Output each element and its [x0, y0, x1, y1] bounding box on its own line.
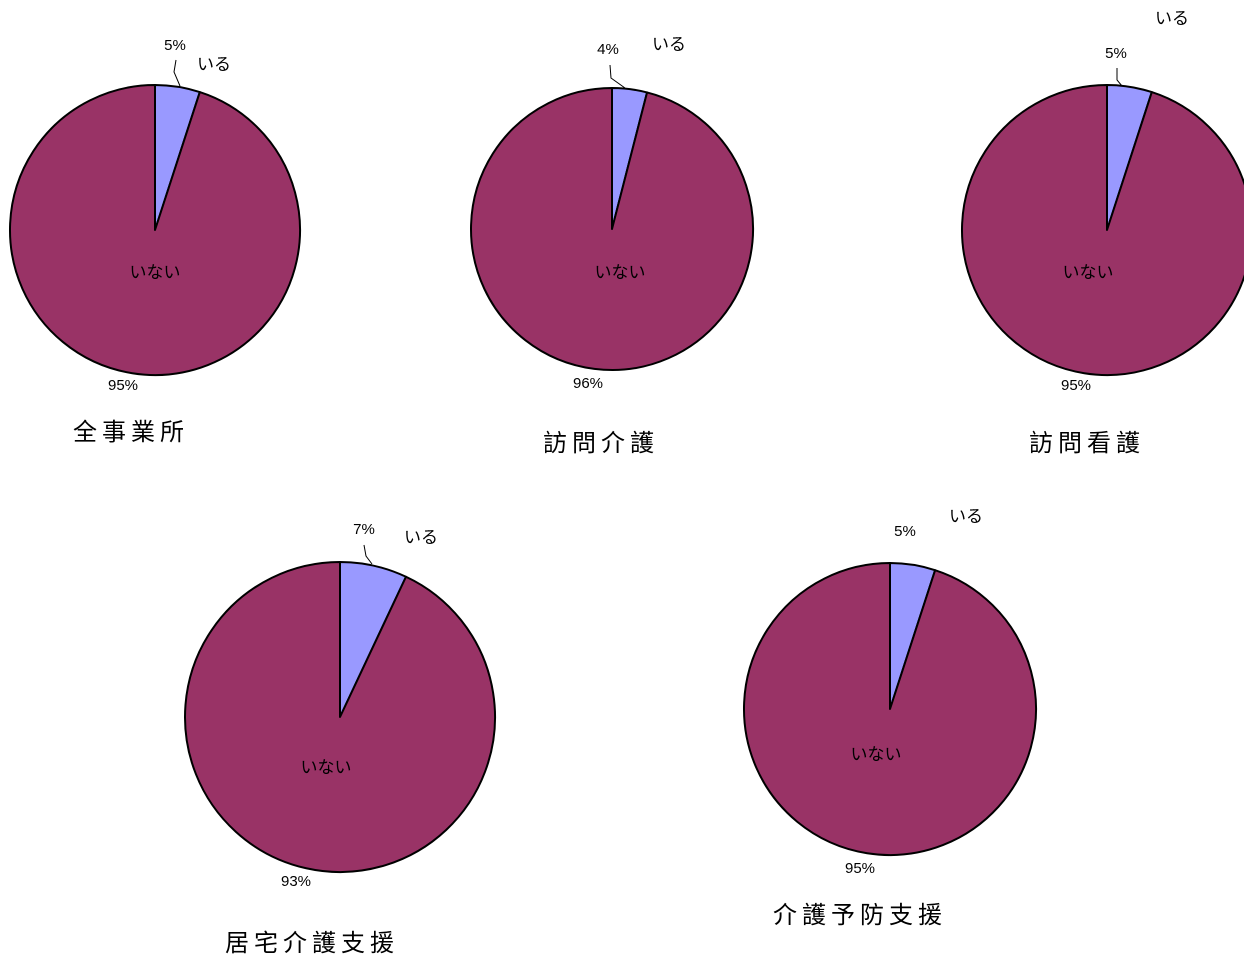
small-slice-category-label: いる [1155, 9, 1189, 29]
chart-title: 全事業所 [73, 418, 189, 446]
large-slice-percent-label: 95% [845, 860, 875, 877]
large-slice-category-label: いない [1063, 263, 1114, 283]
large-slice-percent-label: 95% [1061, 377, 1091, 394]
leader-line [173, 59, 181, 87]
small-slice-category-label: いる [949, 507, 983, 527]
large-slice-category-label: いない [130, 263, 181, 283]
small-slice-percent-label: 5% [894, 523, 916, 540]
large-slice-category-label: いない [595, 263, 646, 283]
leader-line [363, 544, 373, 565]
small-slice-category-label: いる [404, 528, 438, 548]
large-slice-percent-label: 96% [573, 375, 603, 392]
small-slice-category-label: いる [197, 55, 231, 75]
small-slice-percent-label: 5% [1105, 45, 1127, 62]
large-slice-category-label: いない [301, 758, 352, 778]
small-slice-percent-label: 7% [353, 521, 375, 538]
pie-slice-inai [184, 561, 497, 873]
small-slice-percent-label: 5% [164, 37, 186, 54]
large-slice-percent-label: 95% [108, 377, 138, 394]
large-slice-percent-label: 93% [281, 873, 311, 890]
pie-slice-inai [470, 87, 754, 371]
small-slice-percent-label: 4% [597, 41, 619, 58]
leader-line [1116, 68, 1123, 87]
chart-title: 居宅介護支援 [225, 929, 399, 957]
chart-title: 訪問介護 [543, 429, 659, 457]
large-slice-category-label: いない [851, 745, 902, 765]
chart-title: 介護予防支援 [773, 901, 947, 929]
leader-line [609, 64, 626, 89]
pie-slice-inai [8, 84, 301, 376]
pie-slice-inai [960, 84, 1244, 376]
pie-slice-inai [742, 562, 1037, 856]
chart-title: 訪問看護 [1029, 429, 1145, 457]
small-slice-category-label: いる [652, 35, 686, 55]
